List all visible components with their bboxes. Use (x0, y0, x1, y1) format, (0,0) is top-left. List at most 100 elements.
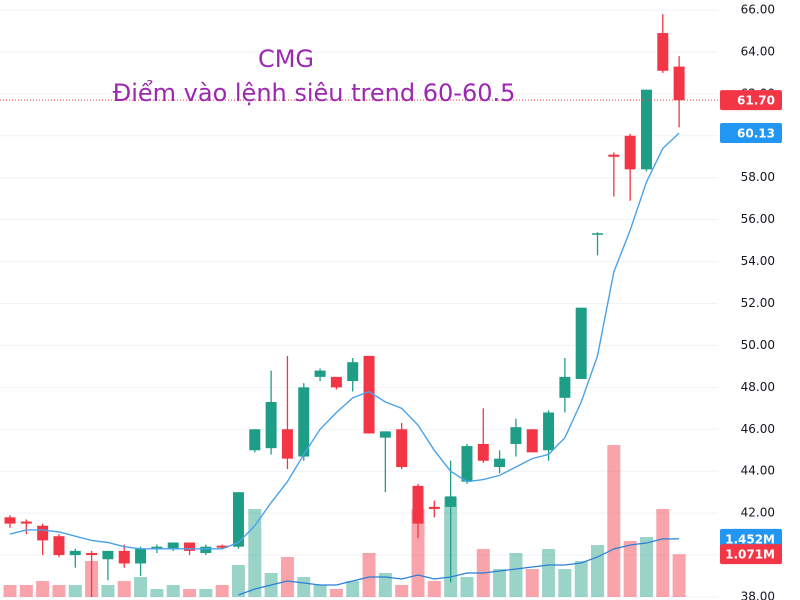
volume-bar (623, 541, 637, 597)
y-tick-label: 64.00 (741, 44, 775, 58)
volume-bar (52, 585, 66, 597)
y-tick-label: 54.00 (741, 254, 775, 268)
price-tag-label: 60.13 (737, 127, 775, 141)
candle-body (135, 548, 147, 564)
candles (4, 14, 685, 597)
volume-bar (68, 585, 82, 597)
candle-body (396, 429, 408, 468)
volume-bar (150, 589, 164, 597)
volume-bar (672, 554, 686, 597)
price-tag (720, 544, 782, 565)
candle-body (657, 33, 669, 71)
candle-body (249, 429, 261, 451)
candle-body (265, 402, 277, 449)
volume-bar (525, 569, 539, 597)
y-tick-label: 50.00 (741, 338, 775, 352)
volume-bar (36, 581, 50, 597)
candle-body (428, 506, 440, 509)
candle-body (200, 546, 212, 553)
candle-body (477, 443, 489, 461)
y-tick-label: 46.00 (741, 422, 775, 436)
volume-pane (3, 445, 686, 597)
y-tick-label: 58.00 (741, 170, 775, 184)
price-tag-label: 1.452M (725, 532, 775, 546)
candle-body (412, 485, 424, 524)
candle-body (543, 412, 555, 451)
y-tick-label: 52.00 (741, 296, 775, 310)
volume-bar (199, 589, 213, 597)
candle-body (559, 376, 571, 398)
y-tick-label: 44.00 (741, 464, 775, 478)
candle-body (118, 550, 130, 564)
price-tag (720, 90, 782, 111)
candle-body (592, 233, 604, 235)
volume-bar (460, 577, 474, 597)
candle-body (20, 521, 32, 524)
candle-body (624, 135, 636, 170)
y-tick-label: 66.00 (741, 3, 775, 17)
candle-body (53, 536, 65, 556)
y-tick-label: 38.00 (741, 590, 775, 600)
volume-bar (183, 589, 197, 597)
candle-body (151, 546, 163, 549)
price-axis: 38.0040.0042.0044.0046.0048.0050.0052.00… (720, 3, 782, 600)
y-tick-label: 48.00 (741, 380, 775, 394)
volume-bar (411, 509, 425, 597)
y-tick-label: 42.00 (741, 506, 775, 520)
volume-bar (329, 589, 343, 597)
annotation: CMG (258, 45, 314, 73)
annotation: Điểm vào lệnh siêu trend 60-60.5 (113, 79, 516, 107)
candle-body (640, 89, 652, 170)
volume-bar (395, 585, 409, 597)
price-tag (720, 528, 782, 549)
candle-body (102, 550, 114, 560)
volume-bar (493, 569, 507, 597)
volume-bar (509, 553, 523, 597)
volume-bar (166, 585, 180, 597)
volume-bar (231, 565, 245, 597)
volume-bar (607, 445, 621, 597)
volume-bar (117, 581, 131, 597)
volume-bar (101, 585, 115, 597)
volume-bar (134, 577, 148, 597)
lines (0, 99, 718, 596)
price-tag-label: 1.071M (725, 548, 775, 562)
candle-body (298, 387, 310, 457)
volume-bar (591, 545, 605, 597)
volume-bar (248, 509, 262, 597)
volume-bar (378, 573, 392, 597)
candle-body (216, 545, 228, 548)
candle-body (526, 429, 538, 453)
candle-body (4, 517, 16, 524)
volume-bar (19, 585, 33, 597)
volume-bar (215, 585, 229, 597)
candle-body (363, 355, 375, 434)
volume-bar (558, 569, 572, 597)
candle-body (281, 429, 293, 459)
candle-body (37, 525, 49, 541)
grid (0, 9, 718, 598)
candle-body (673, 66, 685, 101)
candle-body (232, 492, 244, 547)
candle-body (445, 496, 457, 507)
candle-body (461, 446, 473, 482)
volume-ma-line (238, 538, 680, 596)
volume-bar (574, 561, 588, 597)
candle-body (379, 431, 391, 438)
volume-bar (639, 537, 653, 597)
volume-bar (297, 577, 311, 597)
volume-bar (313, 585, 327, 597)
candle-body (575, 307, 587, 379)
candle-body (494, 458, 506, 468)
candle-body (314, 370, 326, 377)
volume-bar (427, 581, 441, 597)
candle-body (86, 552, 98, 556)
volume-bar (656, 509, 670, 597)
candle-body (510, 427, 522, 444)
volume-bar (280, 557, 294, 597)
y-tick-label: 56.00 (741, 212, 775, 226)
candle-body (167, 542, 179, 549)
price-tag (720, 123, 782, 144)
volume-bar (3, 585, 17, 597)
candle-body (69, 550, 81, 556)
